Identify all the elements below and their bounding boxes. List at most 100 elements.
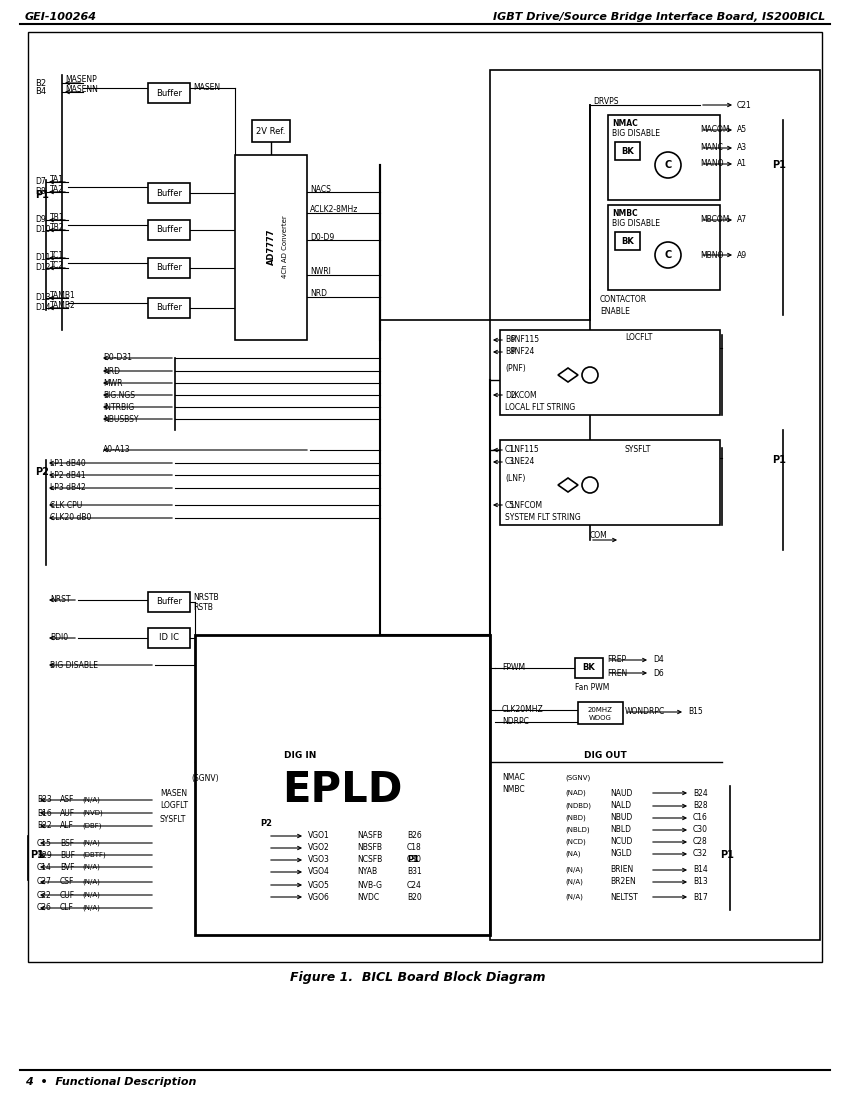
Text: NRD: NRD: [103, 366, 120, 375]
Text: BK: BK: [621, 236, 634, 245]
Text: (SGNV): (SGNV): [565, 774, 590, 781]
Bar: [578, 702, 623, 724]
Text: C3: C3: [505, 458, 515, 466]
Text: TAMB1: TAMB1: [50, 290, 76, 299]
Text: NYAB: NYAB: [357, 868, 377, 877]
Text: (NBD): (NBD): [565, 815, 586, 822]
Text: B14: B14: [693, 866, 708, 874]
Text: C5: C5: [505, 500, 515, 509]
Text: A1: A1: [737, 160, 747, 168]
Text: (N/A): (N/A): [565, 867, 583, 873]
Text: ACLK2-8MHz: ACLK2-8MHz: [310, 206, 359, 214]
Text: NMBC: NMBC: [502, 785, 524, 794]
Text: NAUD: NAUD: [610, 789, 632, 797]
Text: VGO4: VGO4: [308, 868, 330, 877]
Text: NMAC: NMAC: [502, 773, 524, 782]
Text: BUF: BUF: [60, 850, 75, 859]
Text: WONDRPC: WONDRPC: [625, 707, 666, 716]
Text: B20: B20: [407, 892, 422, 902]
Text: FPWM: FPWM: [502, 663, 525, 672]
Text: (SGNV): (SGNV): [191, 773, 218, 782]
Text: NASFB: NASFB: [357, 832, 382, 840]
Bar: [490, 70, 820, 940]
Text: SYSFLT: SYSFLT: [625, 446, 651, 454]
Bar: [575, 658, 603, 678]
Text: C27: C27: [37, 878, 52, 887]
Text: P1: P1: [30, 850, 44, 860]
Bar: [148, 258, 190, 278]
Bar: [148, 82, 190, 103]
Text: CLK20 dB0: CLK20 dB0: [50, 514, 91, 522]
Text: C24: C24: [407, 880, 422, 890]
Text: VGO6: VGO6: [308, 892, 330, 902]
Text: D4: D4: [653, 656, 664, 664]
Text: D0-D31: D0-D31: [103, 353, 132, 363]
Text: (N/A): (N/A): [82, 904, 99, 911]
Text: Fan PWM: Fan PWM: [575, 683, 609, 693]
Text: CLK20MHZ: CLK20MHZ: [502, 705, 544, 715]
Text: Buffer: Buffer: [156, 88, 182, 98]
Bar: [148, 628, 190, 648]
Text: WDOG: WDOG: [588, 715, 611, 720]
Text: 20MHZ: 20MHZ: [587, 707, 613, 713]
Text: NRST: NRST: [50, 595, 71, 605]
Text: A9: A9: [737, 251, 747, 260]
Text: MASENN: MASENN: [65, 86, 98, 95]
Text: BIG DISABLE: BIG DISABLE: [612, 219, 660, 228]
Text: C32: C32: [693, 849, 708, 858]
Text: B13: B13: [693, 878, 708, 887]
Bar: [148, 592, 190, 612]
Text: NWRI: NWRI: [310, 267, 331, 276]
Text: DIG IN: DIG IN: [284, 750, 316, 759]
Text: (N/A): (N/A): [82, 796, 99, 803]
Text: MBNO: MBNO: [700, 251, 723, 260]
Text: B28: B28: [693, 802, 707, 811]
Text: BSF: BSF: [60, 838, 74, 847]
Text: LP2 dB41: LP2 dB41: [50, 471, 86, 480]
Text: C22: C22: [37, 891, 52, 900]
Text: P1: P1: [772, 455, 786, 465]
Text: (N/A): (N/A): [565, 879, 583, 886]
Text: BIG.NGS: BIG.NGS: [103, 390, 135, 399]
Text: (N/A): (N/A): [82, 864, 99, 870]
Text: 4  •  Functional Description: 4 • Functional Description: [25, 1077, 196, 1087]
Text: P2: P2: [260, 818, 272, 827]
Bar: [500, 440, 720, 525]
Text: (NA): (NA): [565, 850, 581, 857]
Text: MASEN: MASEN: [193, 84, 220, 92]
Bar: [195, 635, 490, 935]
Text: (N/A): (N/A): [565, 893, 583, 900]
Text: ASF: ASF: [60, 795, 75, 804]
Text: D10: D10: [35, 226, 50, 234]
Bar: [148, 183, 190, 204]
Bar: [28, 32, 822, 962]
Text: DIG OUT: DIG OUT: [584, 750, 626, 759]
Text: Figure 1.  BICL Board Block Diagram: Figure 1. BICL Board Block Diagram: [290, 971, 546, 984]
Text: TA1: TA1: [50, 175, 64, 184]
Text: LNFCOM: LNFCOM: [510, 500, 542, 509]
Text: NACS: NACS: [310, 185, 331, 194]
Text: BRIEN: BRIEN: [610, 866, 633, 874]
Text: BIG DISABLE: BIG DISABLE: [50, 660, 98, 670]
Text: GEI-100264: GEI-100264: [25, 12, 97, 22]
Text: C18: C18: [407, 844, 422, 852]
Text: CLF: CLF: [60, 903, 74, 913]
Bar: [608, 116, 720, 200]
Text: (NDBD): (NDBD): [565, 803, 591, 810]
Text: C: C: [665, 250, 672, 260]
Text: MWR: MWR: [103, 378, 122, 387]
Text: CSF: CSF: [60, 878, 75, 887]
Text: NBSFB: NBSFB: [357, 844, 382, 852]
Text: IGBT Drive/Source Bridge Interface Board, IS200BICL: IGBT Drive/Source Bridge Interface Board…: [493, 12, 825, 22]
Text: A5: A5: [737, 125, 747, 134]
Text: (PNF): (PNF): [505, 363, 526, 373]
Text: B31: B31: [407, 868, 422, 877]
Bar: [148, 220, 190, 240]
Text: LNE24: LNE24: [510, 458, 535, 466]
Text: NBUD: NBUD: [610, 814, 632, 823]
Bar: [148, 298, 190, 318]
Text: Buffer: Buffer: [156, 597, 182, 606]
Text: (NVD): (NVD): [82, 810, 103, 816]
Text: D14: D14: [35, 304, 50, 312]
Bar: [252, 120, 290, 142]
